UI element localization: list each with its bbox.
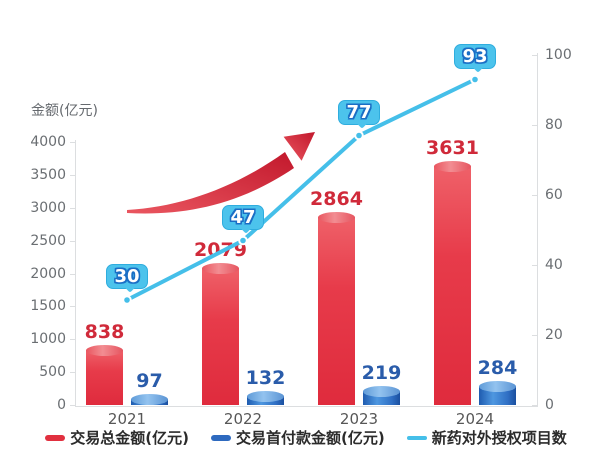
left-axis-tick-label: 4000 [30,134,66,150]
left-axis-tick [70,174,75,176]
upfront-payment-bar [247,391,284,405]
line-data-point [354,130,364,141]
left-axis-tick [70,207,75,209]
legend-swatch [210,435,231,441]
right-axis-tick [532,265,537,266]
x-axis-line [75,406,537,407]
right-axis-tick-label: 40 [545,257,563,273]
left-axis-tick-label: 1000 [30,331,66,348]
left-axis-tick [70,405,75,406]
line-value-badge: 47 [222,204,264,234]
right-axis-tick [532,125,537,126]
badge-value: 93 [462,45,488,67]
upfront-payment-bar [479,381,516,405]
bar-top-cap [363,385,400,397]
left-axis-tick-label: 0 [57,397,66,413]
x-axis-category-label: 2022 [223,410,263,428]
right-axis-tick-label: 80 [545,117,563,133]
upfront-payment-bar [363,385,400,405]
x-axis-category-label: 2021 [107,410,147,428]
line-data-point [122,295,132,305]
legend-label: 新药对外授权项目数 [431,429,567,447]
badge-value: 77 [346,101,372,123]
left-axis-tick [70,240,75,242]
right-axis-tick [532,55,537,56]
left-axis-line [75,140,76,407]
line-value-badge: 30 [106,264,148,293]
legend-item: 新药对外授权项目数 [406,429,567,447]
legend-item: 交易总金额(亿元) [45,429,189,447]
legend-swatch [406,436,427,440]
line-data-point [470,74,480,85]
growth-arrow-head [283,132,315,161]
total-amount-value-label: 3631 [426,137,479,160]
upfront-payment-value-label: 97 [136,369,163,392]
right-axis-tick-label: 100 [545,47,572,63]
legend-label: 交易首付款金额(亿元) [235,429,385,447]
left-axis-tick [70,142,75,143]
legend-swatch [45,435,66,441]
bar-top-cap [434,161,471,173]
left-axis-tick-label: 3000 [30,199,66,216]
left-axis-tick [70,339,75,341]
growth-arrow-swoosh [127,152,294,214]
upfront-payment-value-label: 284 [477,357,518,380]
right-axis-tick-label: 60 [545,187,563,203]
bar-top-cap [479,381,516,393]
left-axis-tick [70,372,75,374]
right-axis-line [537,53,538,407]
x-axis-category-label: 2023 [339,410,379,428]
line-value-badge: 77 [338,99,380,129]
right-axis-tick [532,405,537,406]
x-axis-category-label: 2024 [455,410,495,428]
total-amount-value-label: 838 [84,320,125,343]
legend: 交易总金额(亿元) 交易首付款金额(亿元) 新药对外授权项目数 [0,429,612,447]
left-axis-tick-label: 2500 [30,232,66,249]
left-axis-tick-label: 1500 [30,298,66,315]
upfront-payment-value-label: 219 [361,361,402,384]
total-amount-value-label: 2079 [194,239,247,262]
legend-item: 交易首付款金额(亿元) [210,429,385,447]
left-axis-tick-label: 3500 [30,166,66,183]
left-axis-tick [70,273,75,275]
upfront-payment-value-label: 132 [245,367,286,390]
right-axis-tick-label: 0 [545,397,554,413]
left-axis-title: 金额(亿元) [31,103,98,119]
total-amount-bar [86,344,123,405]
left-axis-tick-label: 500 [39,364,66,381]
upfront-payment-bar [131,393,168,405]
right-axis-tick [532,195,537,196]
bar-top-cap [247,391,284,403]
right-axis-tick [532,335,537,336]
bar-top-cap [202,263,239,275]
total-amount-value-label: 2864 [310,187,363,210]
line-value-badge: 93 [454,43,496,73]
legend-label: 交易总金额(亿元) [70,429,189,447]
bar-top-cap [131,393,168,405]
right-axis-tick-label: 20 [545,327,563,343]
left-axis-tick [70,306,75,308]
bar-top-cap [318,211,355,223]
badge-value: 47 [230,206,256,228]
badge-value: 30 [114,266,140,287]
left-axis-tick-label: 2000 [30,265,66,282]
bar-top-cap [86,344,123,356]
